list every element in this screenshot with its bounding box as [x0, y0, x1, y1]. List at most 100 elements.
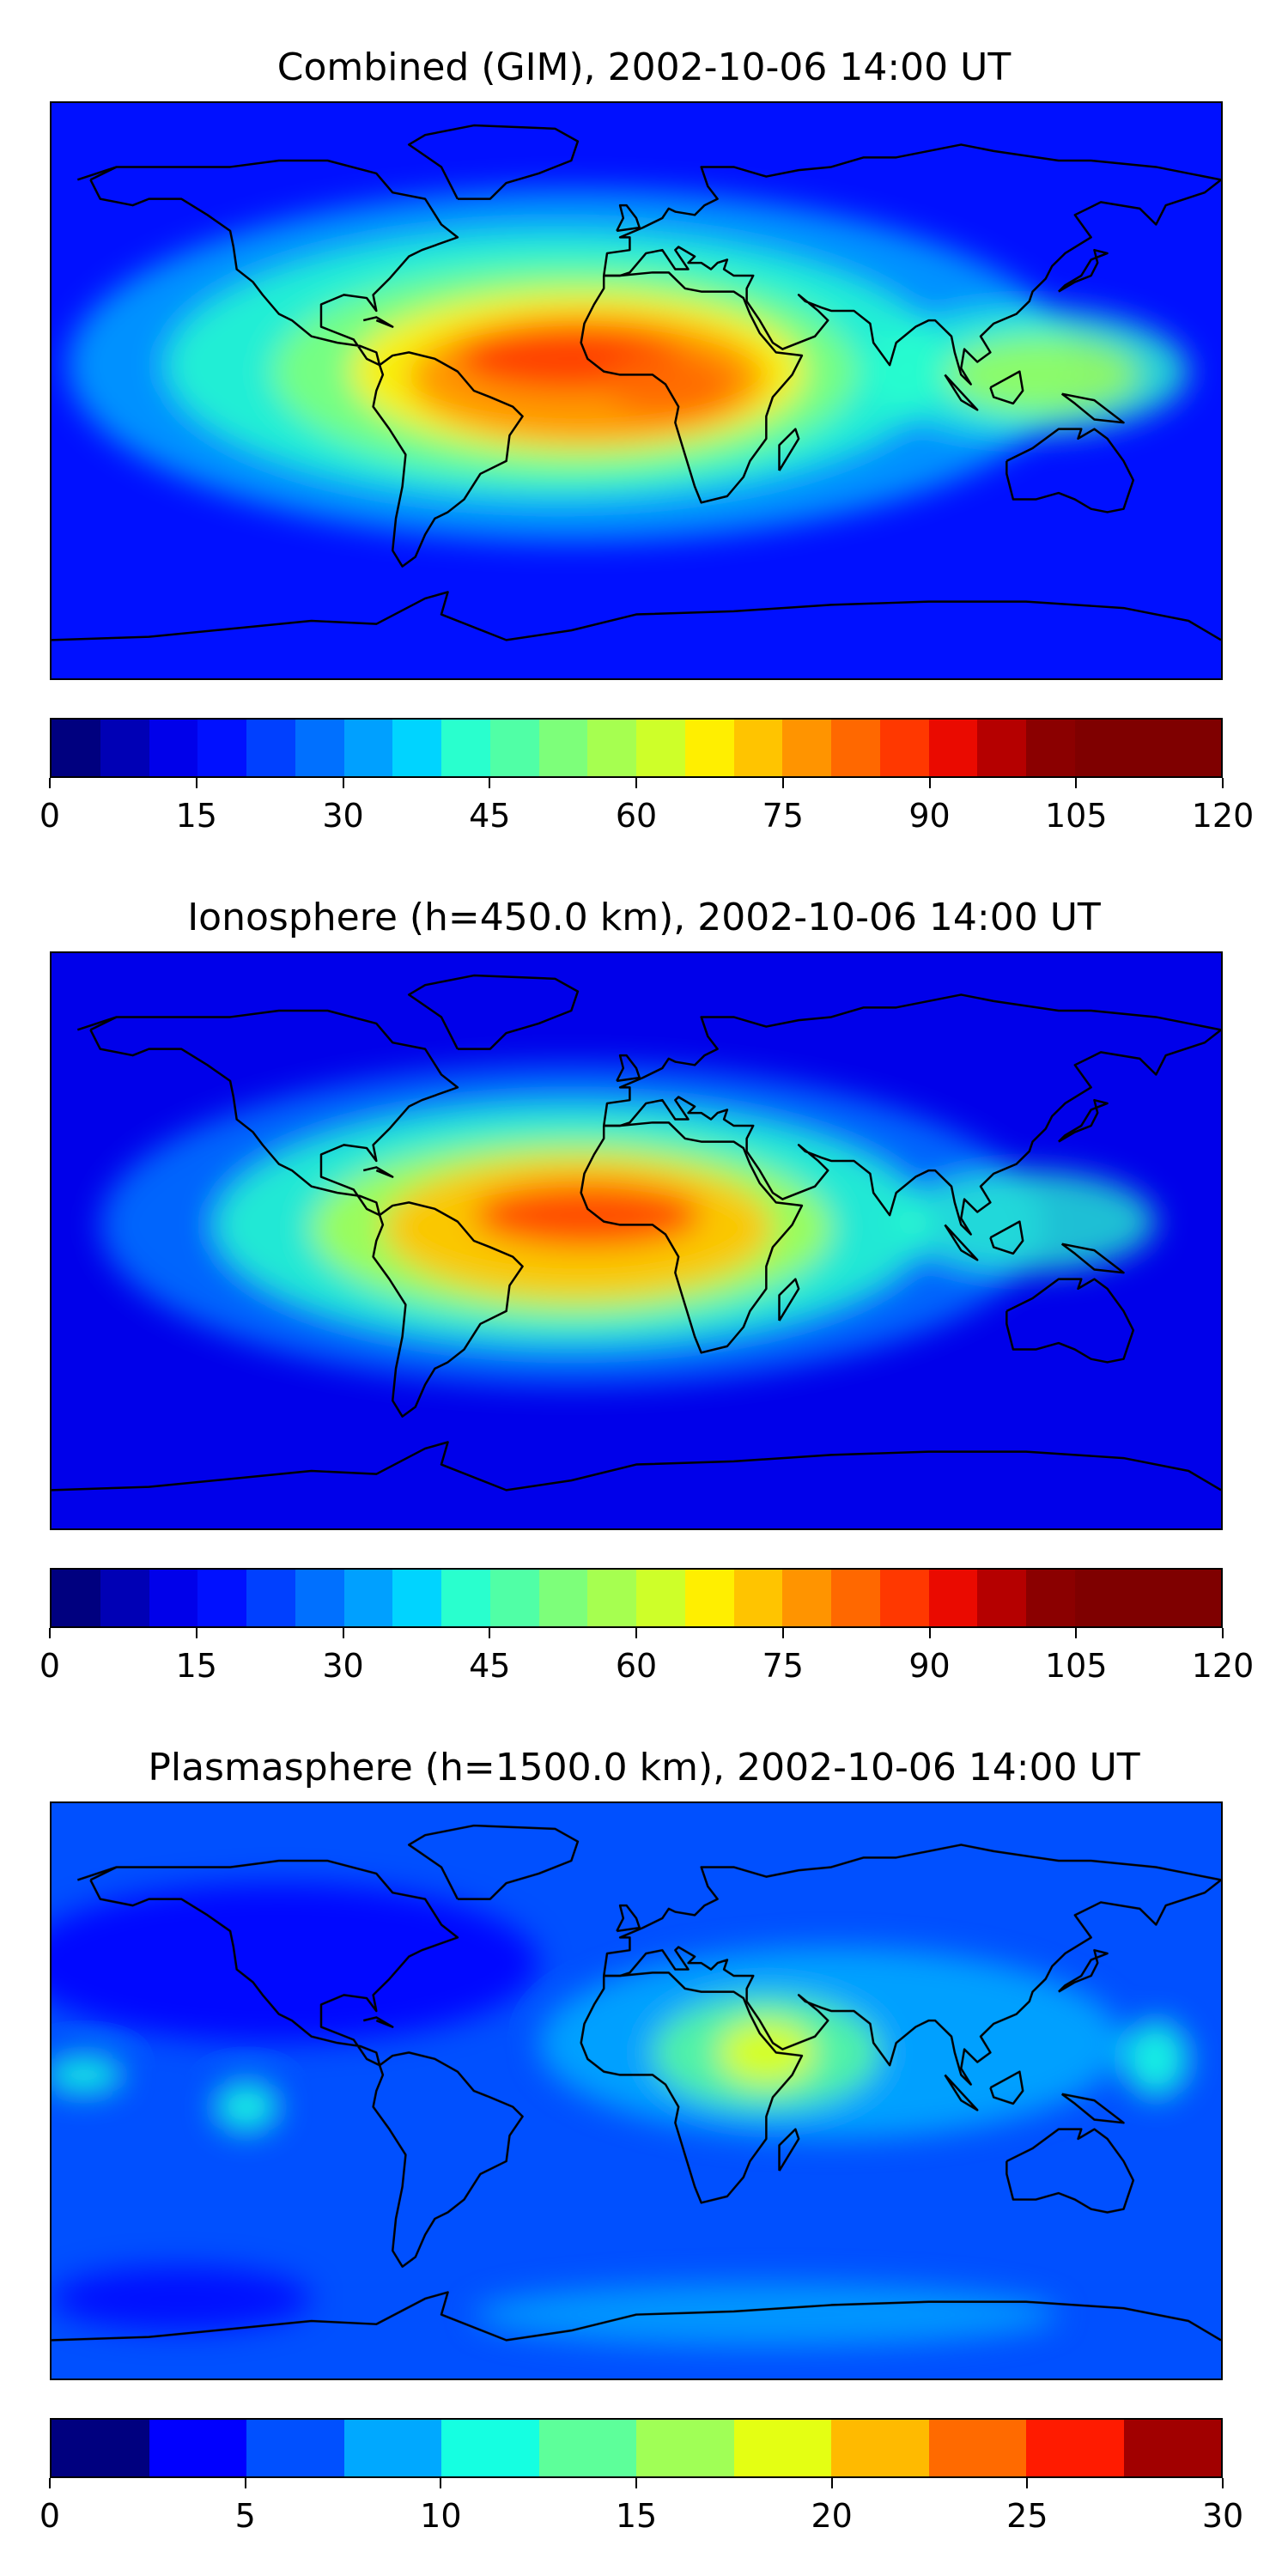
- coastline-13: [76, 166, 118, 181]
- coastline-6: [407, 1824, 580, 1900]
- tec-contour-5: [896, 1170, 1157, 1273]
- colorbar-segment: [587, 1570, 636, 1626]
- map-title-ionosphere: Ionosphere (h=450.0 km), 2002-10-06 14:0…: [187, 896, 1101, 939]
- colorbar-segment: [636, 720, 685, 776]
- colorbar-segment: [733, 2420, 831, 2476]
- coastline-3: [602, 1844, 1221, 2086]
- tick-label: 0: [39, 2497, 61, 2535]
- coastline-3: [602, 143, 1221, 386]
- coastline-3: [602, 993, 1221, 1236]
- tec-contour-8: [945, 336, 1140, 414]
- tick-mark: [195, 778, 197, 788]
- coastline-6: [407, 124, 580, 200]
- colorbar-segment: [928, 720, 978, 776]
- colorbar-segment: [197, 720, 246, 776]
- tick-label: 75: [762, 797, 804, 835]
- tec-contour-4: [473, 1183, 702, 1248]
- tick-label: 105: [1044, 1647, 1108, 1685]
- colorbar-segment: [733, 720, 783, 776]
- colorbar-segment: [246, 720, 295, 776]
- colorbar-segment: [441, 720, 490, 776]
- colorbar-segment: [684, 1570, 734, 1626]
- tec-contour-7: [214, 2081, 279, 2133]
- colorbar-segment: [636, 2420, 734, 2476]
- colorbar-segment: [733, 1570, 783, 1626]
- tec-contours: [52, 1883, 1189, 2347]
- colorbar-segment: [1026, 720, 1075, 776]
- colorbar-segment: [246, 1570, 295, 1626]
- map-combined: [50, 101, 1223, 680]
- coastline-2: [580, 1121, 804, 1354]
- coastline-0: [89, 1009, 459, 1217]
- coastline-2: [580, 1971, 804, 2204]
- tec-contour-6: [604, 352, 734, 416]
- colorbar-segment: [928, 2420, 1026, 2476]
- tick-label: 15: [175, 1647, 217, 1685]
- tick-label: 60: [615, 797, 658, 835]
- coastline-8: [944, 2074, 979, 2111]
- tec-contour-0: [52, 1883, 539, 2044]
- coastline-6: [407, 974, 580, 1050]
- coastline-7: [616, 1054, 641, 1083]
- tick-mark: [342, 1628, 344, 1638]
- tec-contour-5: [1123, 2020, 1189, 2098]
- tick-label: 105: [1044, 797, 1108, 835]
- colorbar-segment: [52, 720, 100, 776]
- tick-label: 45: [469, 1647, 511, 1685]
- tick-label: 0: [39, 797, 61, 835]
- coastline-1: [372, 1201, 524, 1418]
- coastline-11: [778, 428, 800, 471]
- colorbar-segment: [392, 720, 441, 776]
- tick-mark: [781, 1628, 784, 1638]
- tick-mark: [928, 778, 931, 788]
- coastline-10: [1060, 1242, 1125, 1274]
- tec-contour-8: [473, 2282, 1059, 2347]
- coastline-11: [778, 1278, 800, 1321]
- colorbar-segment: [1123, 2420, 1221, 2476]
- coastline-7: [616, 1904, 641, 1933]
- colorbar-segment: [977, 1570, 1026, 1626]
- map-title-combined: Combined (GIM), 2002-10-06 14:00 UT: [276, 46, 1012, 89]
- colorbar-segment: [343, 720, 393, 776]
- coastlines: [52, 124, 1221, 641]
- colorbar-segment: [489, 1570, 539, 1626]
- colorbar-segment: [879, 720, 929, 776]
- colorbar-segment: [295, 720, 344, 776]
- colorbar-segment: [489, 720, 539, 776]
- coastline-2: [580, 271, 804, 504]
- colorbar-ticks-plasmasphere: 0 5 10 15 20 25 30: [39, 2478, 1243, 2538]
- coastline-14: [362, 2016, 394, 2028]
- tick-mark: [489, 1628, 491, 1638]
- colorbar-segment: [52, 2420, 149, 2476]
- colorbar-segment: [977, 720, 1026, 776]
- coastline-4: [1005, 2128, 1135, 2214]
- tick-label: 5: [234, 2497, 256, 2535]
- tick-mark: [635, 1628, 637, 1638]
- map-ionosphere: [50, 951, 1223, 1530]
- tec-contour-4: [717, 2020, 816, 2085]
- tec-map-combined: [52, 103, 1221, 678]
- colorbar-segment: [684, 720, 734, 776]
- colorbar-segment: [52, 1570, 100, 1626]
- colorbar-segment: [782, 720, 831, 776]
- coastline-14: [362, 1166, 394, 1178]
- colorbar-segment: [538, 720, 588, 776]
- coastline-1: [372, 2051, 524, 2268]
- colorbar-segment: [149, 1570, 198, 1626]
- colorbar-segment: [1026, 1570, 1075, 1626]
- coastline-10: [1060, 2093, 1125, 2124]
- coastline-9: [989, 1220, 1024, 1255]
- colorbar-segment: [100, 720, 149, 776]
- coastline-8: [944, 374, 979, 411]
- coastline-12: [1057, 1098, 1109, 1143]
- colorbar-ticks-combined: 0 15 30 45 60 75 90 105 120: [39, 778, 1254, 838]
- coastline-4: [1005, 428, 1135, 513]
- tick-mark: [1026, 2478, 1029, 2488]
- tick-label: 120: [1191, 1647, 1255, 1685]
- tick-mark: [781, 778, 784, 788]
- tick-label: 75: [762, 1647, 804, 1685]
- tick-label: 30: [1201, 2497, 1244, 2535]
- colorbar-segment: [1123, 1570, 1173, 1626]
- coastline-5: [52, 591, 1221, 641]
- tick-label: 120: [1191, 797, 1255, 835]
